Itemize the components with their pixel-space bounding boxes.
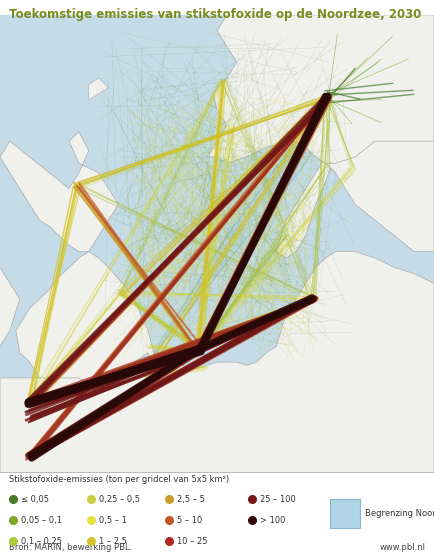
Polygon shape <box>276 157 332 258</box>
Text: 0,25 – 0,5: 0,25 – 0,5 <box>99 495 140 504</box>
Polygon shape <box>30 372 197 441</box>
Text: 0,5 – 1: 0,5 – 1 <box>99 516 127 525</box>
Text: 0,05 – 0,1: 0,05 – 0,1 <box>21 516 62 525</box>
Polygon shape <box>0 242 20 362</box>
Text: www.pbl.nl: www.pbl.nl <box>379 543 425 552</box>
Polygon shape <box>148 30 375 362</box>
Polygon shape <box>89 78 108 100</box>
Text: 0,1 – 0,25: 0,1 – 0,25 <box>21 537 62 546</box>
Text: ≤ 0,05: ≤ 0,05 <box>21 495 49 504</box>
Polygon shape <box>207 15 434 173</box>
Text: Stikstofoxide-emissies (ton per gridcel van 5x5 km²): Stikstofoxide-emissies (ton per gridcel … <box>9 475 229 484</box>
Text: 2,5 – 5: 2,5 – 5 <box>177 495 205 504</box>
Polygon shape <box>0 252 434 473</box>
Text: Begrenzing Noordzee: Begrenzing Noordzee <box>365 509 434 519</box>
Text: 1 – 2,5: 1 – 2,5 <box>99 537 127 546</box>
Text: > 100: > 100 <box>260 516 285 525</box>
Text: 25 – 100: 25 – 100 <box>260 495 295 504</box>
Text: Bron: MARIN, bewerking PBL.: Bron: MARIN, bewerking PBL. <box>9 543 132 552</box>
Polygon shape <box>0 132 118 252</box>
Polygon shape <box>16 252 154 403</box>
Text: 5 – 10: 5 – 10 <box>177 516 202 525</box>
Text: 10 – 25: 10 – 25 <box>177 537 207 546</box>
FancyBboxPatch shape <box>330 499 360 529</box>
Polygon shape <box>326 141 434 252</box>
Text: Toekomstige emissies van stikstofoxide op de Noordzee, 2030: Toekomstige emissies van stikstofoxide o… <box>9 8 421 21</box>
